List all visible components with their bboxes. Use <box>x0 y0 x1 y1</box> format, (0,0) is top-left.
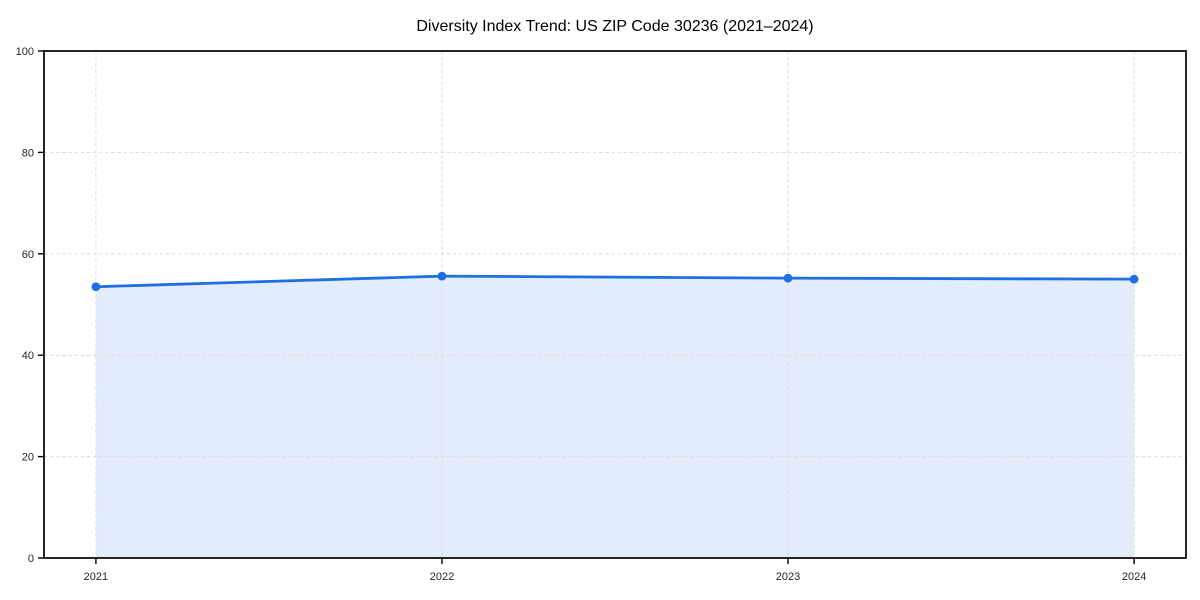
line-layer <box>94 274 1136 289</box>
plot-border <box>43 50 1187 559</box>
area-fill-layer <box>95 276 1135 558</box>
axes-spine-layer <box>38 50 1187 564</box>
marker-layer <box>91 271 1139 292</box>
y-tick-label: 100 <box>16 46 34 58</box>
y-tick-label: 0 <box>28 553 34 565</box>
y-tick-label: 20 <box>22 452 34 464</box>
series-area-fill <box>95 276 1135 558</box>
y-tick-label: 60 <box>22 249 34 261</box>
data-point-marker <box>91 282 101 292</box>
data-point-marker <box>1129 274 1139 284</box>
gridline-layer <box>44 51 1186 558</box>
tick-label-layer: 0 20 40 60 80 100 2021 2022 2023 2024 <box>16 46 1147 583</box>
x-tick-label: 2022 <box>430 571 454 583</box>
data-point-marker <box>783 273 793 283</box>
series-line <box>94 274 1136 289</box>
x-tick-label: 2021 <box>84 571 108 583</box>
x-tick-label: 2023 <box>776 571 800 583</box>
chart-title: Diversity Index Trend: US ZIP Code 30236… <box>416 18 813 35</box>
data-point-marker <box>437 271 447 281</box>
y-tick-label: 40 <box>22 350 34 362</box>
y-tick-label: 80 <box>22 147 34 159</box>
x-tick-label: 2024 <box>1122 571 1146 583</box>
